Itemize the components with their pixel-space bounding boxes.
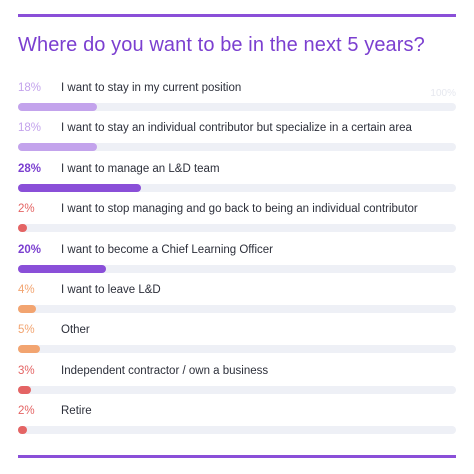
bar-category-label: I want to manage an L&D team: [61, 162, 220, 175]
bar-category-label: I want to stop managing and go back to b…: [61, 203, 418, 216]
bar-value-label: 2%: [18, 203, 35, 216]
bar-track: [18, 304, 456, 313]
bar-category-label: Independent contractor / own a business: [61, 364, 269, 377]
bar-row: 18% I want to stay in my current position: [18, 78, 456, 118]
bar-row: 28% I want to manage an L&D team: [18, 159, 456, 199]
bar-track: [18, 143, 456, 152]
bar-row: 5% Other: [18, 320, 456, 360]
bar-row: 3% Independent contractor / own a busines…: [18, 361, 456, 401]
bar-row: 2% Retire: [18, 401, 456, 441]
bar-track: [18, 264, 456, 273]
bar-track: [18, 183, 456, 192]
bar: [18, 103, 97, 111]
bar: [18, 264, 106, 273]
bar: [18, 143, 97, 152]
bar-track: [18, 103, 456, 111]
bar-value-label: 20%: [18, 243, 42, 256]
bar-row: 2% I want to stop managing and go back to…: [18, 199, 456, 239]
bar-value-label: 18%: [18, 82, 42, 94]
bar-category-label: I want to stay an individual contributor…: [61, 122, 412, 135]
bar-track: [18, 345, 456, 354]
bar: [18, 385, 32, 394]
bar-track: [18, 385, 456, 394]
bar: [18, 304, 36, 313]
top-divider: [18, 14, 456, 17]
bar-row: 18% I want to stay an individual contribu…: [18, 118, 456, 158]
bar: [18, 183, 141, 192]
bar-value-label: 2%: [18, 405, 35, 418]
scale-max-label: 100%: [430, 88, 456, 99]
bar-row: 20% I want to become a Chief Learning Off…: [18, 240, 456, 280]
bar: [18, 426, 27, 435]
bar: [18, 345, 40, 354]
bar-category-label: Retire: [61, 405, 92, 418]
chart-title: Where do you want to be in the next 5 ye…: [18, 34, 425, 56]
bar-value-label: 28%: [18, 162, 42, 175]
bar-track: [18, 224, 456, 233]
bottom-divider: [18, 455, 456, 458]
bar-value-label: 4%: [18, 283, 35, 296]
bar-row: 4% I want to leave L&D: [18, 280, 456, 320]
bar: [18, 224, 27, 233]
bar-category-label: I want to leave L&D: [61, 283, 161, 296]
bar-list: 18% I want to stay in my current position…: [18, 78, 456, 442]
bar-category-label: I want to become a Chief Learning Office…: [61, 243, 274, 256]
bar-value-label: 18%: [18, 122, 42, 135]
bar-value-label: 3%: [18, 364, 35, 377]
bar-track: [18, 426, 456, 435]
bar-category-label: Other: [61, 324, 90, 337]
bar-value-label: 5%: [18, 324, 35, 337]
bar-category-label: I want to stay in my current position: [61, 82, 242, 94]
